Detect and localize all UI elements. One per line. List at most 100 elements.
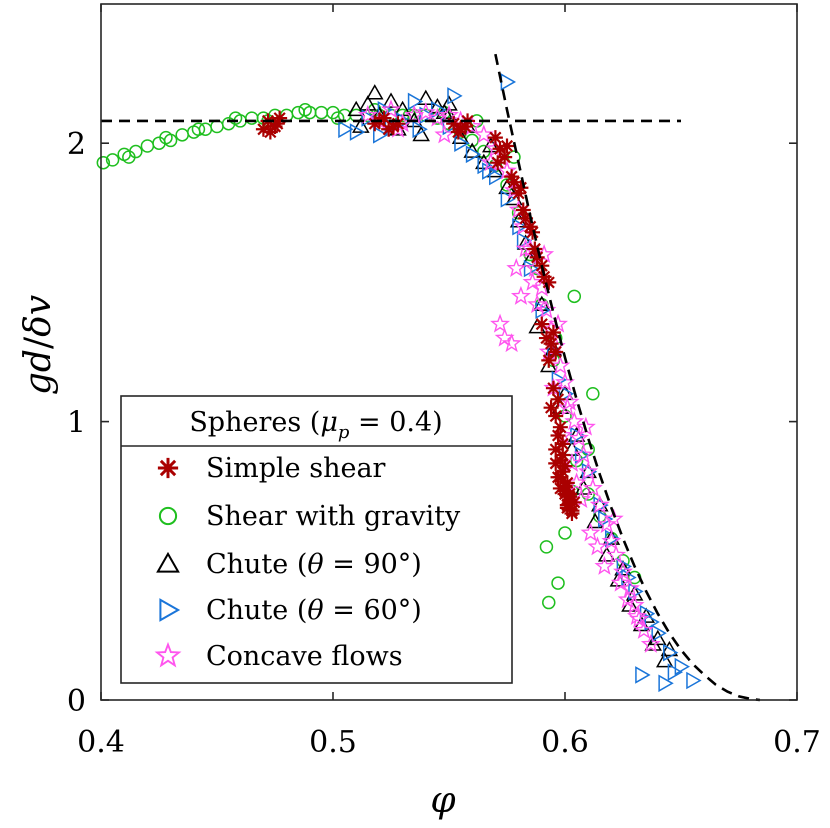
y-tick-label: 2: [67, 127, 86, 162]
concave-point: [596, 514, 617, 534]
simple_shear-point: [513, 180, 529, 196]
chute90-point: [591, 496, 609, 512]
legend-entry-chute-60: Chute (θ = 60°): [159, 595, 422, 626]
concave-point: [527, 294, 548, 314]
legend-marker-simple-shear: [157, 457, 179, 479]
legend-entry-simple-shear: Simple shear: [157, 453, 386, 484]
legend-symbol-chute90: [156, 551, 180, 573]
legend-symbol-simple_shear: [157, 457, 179, 479]
shear_gravity-point: [551, 576, 565, 590]
shear_gravity-point: [558, 526, 572, 540]
shear_gravity-point: [228, 111, 243, 125]
legend-marker-chute-60: [159, 598, 181, 622]
concave-point: [582, 477, 603, 497]
simple_shear-point: [555, 464, 571, 480]
simple_shear-point: [550, 391, 566, 407]
chute60-point: [412, 120, 428, 139]
concave-point: [626, 605, 647, 625]
simple_shear-point: [548, 408, 564, 424]
concave-point: [415, 102, 436, 122]
reference-lines: [101, 53, 761, 702]
concave-point: [603, 508, 624, 528]
concave-point: [564, 411, 585, 431]
chute60-point: [663, 643, 679, 662]
chute90-point: [359, 95, 377, 111]
simple_shear-point: [497, 149, 513, 165]
shear_gravity-point: [159, 130, 173, 145]
chute60-point: [658, 674, 674, 693]
legend-entry-chute-90: Chute (θ = 90°): [156, 549, 422, 580]
simple_shear-point: [552, 469, 568, 485]
simple_shear-point: [566, 494, 582, 510]
x-tick-label: 0.7: [773, 725, 821, 760]
concave-point: [589, 494, 610, 514]
legend-box: [120, 395, 513, 684]
shear_gravity-point: [122, 150, 136, 164]
simple_shear-point: [490, 155, 506, 171]
x-ticks: 0.4 0.5 0.6 0.7: [77, 4, 821, 760]
concave-point: [587, 536, 608, 556]
simple_shear-point: [385, 119, 401, 134]
chute90-point: [352, 117, 370, 133]
chute60-point: [644, 613, 660, 631]
series-layer: [96, 73, 702, 693]
chute60-point: [667, 663, 684, 681]
chute60-point: [558, 384, 575, 403]
simple_shear-point: [548, 344, 564, 360]
chute60-point: [361, 109, 377, 127]
y-axis-label: gd/δv: [18, 295, 59, 395]
simple_shear-point: [545, 380, 561, 396]
chute90-point: [347, 100, 365, 117]
concave-point: [594, 555, 615, 575]
chute90-point: [579, 462, 597, 479]
chute60-point: [407, 92, 424, 111]
simple_shear-point: [552, 419, 568, 435]
simple_shear-point: [272, 110, 288, 126]
simple_shear-point: [518, 210, 534, 226]
chute60-point: [349, 123, 366, 141]
x-tick-label: 0.4: [77, 725, 125, 760]
simple_shear-point: [541, 352, 557, 368]
legend-symbol-concave: [154, 641, 182, 668]
chute90-point: [440, 95, 458, 111]
shear_gravity-point: [298, 103, 312, 117]
concave-point: [557, 397, 578, 417]
concave-point: [613, 561, 633, 581]
concave-point: [381, 99, 401, 119]
shear_gravity-point: [539, 540, 554, 554]
legend-symbol-chute60: [159, 598, 181, 622]
simple_shear-point: [499, 138, 515, 154]
chute60-point: [454, 134, 470, 152]
concave-point: [473, 124, 494, 144]
y-tick-label: 0: [67, 684, 86, 719]
y-axis-label-part1: gd: [18, 349, 59, 395]
y-axis-label-part2: δv: [18, 295, 59, 337]
legend-marker-chute-90: [156, 551, 180, 573]
concave-point: [580, 522, 601, 542]
concave-point: [506, 257, 527, 277]
concave-point: [573, 444, 594, 464]
x-tick-label: 0.5: [309, 725, 357, 760]
simple_shear-point: [446, 116, 462, 132]
legend-label-simple-shear: Simple shear: [206, 453, 386, 484]
shear_gravity-point: [191, 122, 206, 137]
chute60-point: [651, 624, 667, 642]
legend-label-concave: Concave flows: [206, 641, 403, 672]
concave-point: [610, 572, 631, 592]
simple_shear-point: [492, 141, 508, 157]
concave-point: [578, 461, 599, 481]
simple_shear-point: [511, 185, 527, 201]
simple_shear-point: [543, 400, 559, 416]
concave-point: [640, 633, 661, 653]
chute90-point: [475, 153, 493, 170]
x-tick-label: 0.6: [541, 725, 589, 760]
simple_shear-point: [525, 224, 541, 240]
chute60-point: [635, 666, 651, 684]
chute60-point: [419, 106, 435, 125]
chute60-point: [465, 145, 482, 164]
chute60-point: [686, 671, 702, 690]
chute60-point: [489, 167, 505, 186]
simple_shear-point: [504, 169, 520, 185]
legend-marker-shear-gravity: [158, 506, 178, 526]
